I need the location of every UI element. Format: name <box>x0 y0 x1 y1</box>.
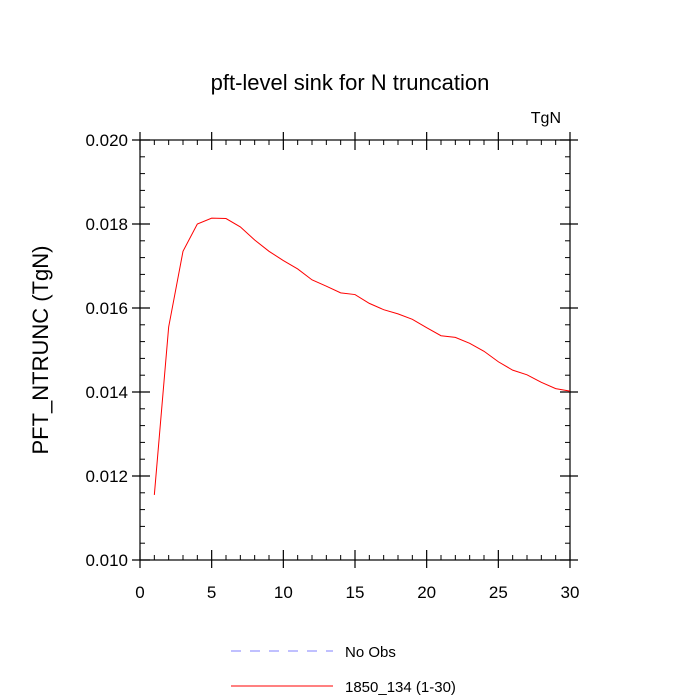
y-tick-label: 0.010 <box>85 551 128 570</box>
chart-title: pft-level sink for N truncation <box>211 70 490 95</box>
plot-frame <box>139 139 571 561</box>
axes: 0 5 10 15 20 25 30 0.010 0.012 0.014 0.016 0.018 0.0… <box>85 131 579 602</box>
legend-label: 1850_134 (1-30) <box>345 679 456 696</box>
y-tick-label: 0.014 <box>85 383 128 402</box>
y-tick-label: 0.020 <box>85 131 128 150</box>
x-tick-label: 5 <box>207 583 216 602</box>
y-tick-label: 0.012 <box>85 467 128 486</box>
x-tick-label: 15 <box>346 583 365 602</box>
y-tick-label: 0.018 <box>85 215 128 234</box>
y-tick-label: 0.016 <box>85 299 128 318</box>
x-tick-label: 20 <box>417 583 436 602</box>
x-tick-label: 25 <box>489 583 508 602</box>
x-tick-label: 0 <box>135 583 144 602</box>
units-label: TgN <box>531 110 561 127</box>
x-tick-label: 10 <box>274 583 293 602</box>
legend: No Obs 1850_134 (1-30) <box>231 644 456 696</box>
series-line <box>153 217 571 495</box>
x-tick-label: 30 <box>561 583 580 602</box>
y-axis-label: PFT_NTRUNC (TgN) <box>28 246 53 455</box>
legend-label: No Obs <box>345 644 396 661</box>
series-layer <box>153 217 571 495</box>
